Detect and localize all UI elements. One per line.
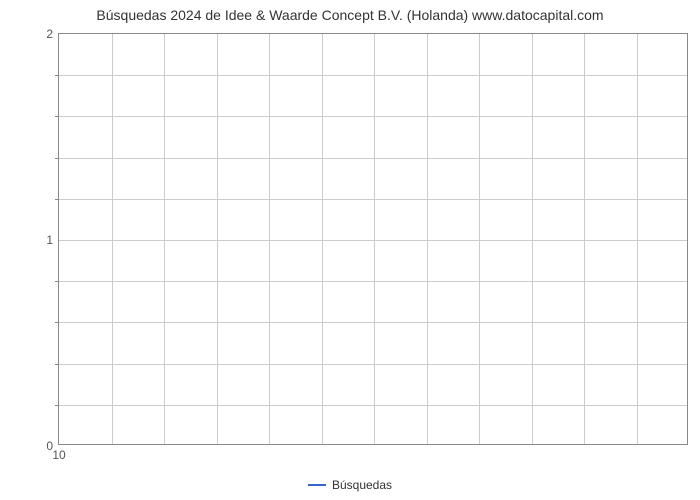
chart-title: Búsquedas 2024 de Idee & Waarde Concept …	[0, 5, 700, 29]
y-minor-tick	[55, 199, 59, 200]
y-minor-tick	[55, 281, 59, 282]
grid-line-h	[59, 199, 687, 200]
legend-label: Búsquedas	[332, 478, 392, 492]
y-minor-tick	[55, 364, 59, 365]
grid-line-v	[479, 34, 480, 444]
grid-line-v	[322, 34, 323, 444]
grid-line-h	[59, 281, 687, 282]
y-minor-tick	[55, 322, 59, 323]
grid-line-h	[59, 240, 687, 241]
grid-line-h	[59, 364, 687, 365]
chart-container: Búsquedas 2024 de Idee & Waarde Concept …	[0, 5, 700, 500]
grid-line-v	[427, 34, 428, 444]
y-minor-tick	[55, 405, 59, 406]
grid-line-h	[59, 75, 687, 76]
grid-line-v	[637, 34, 638, 444]
grid-line-v	[112, 34, 113, 444]
x-tick-label: 10	[52, 448, 65, 462]
y-minor-tick	[55, 116, 59, 117]
grid-line-v	[374, 34, 375, 444]
grid-line-v	[532, 34, 533, 444]
plot-area: 01210	[58, 33, 688, 445]
y-tick-label: 2	[46, 27, 53, 41]
grid-line-v	[217, 34, 218, 444]
grid-line-h	[59, 322, 687, 323]
grid-line-h	[59, 116, 687, 117]
grid-line-v	[584, 34, 585, 444]
grid-line-v	[164, 34, 165, 444]
grid-line-h	[59, 405, 687, 406]
y-tick-label: 1	[46, 233, 53, 247]
y-minor-tick	[55, 75, 59, 76]
legend-line	[308, 484, 326, 486]
grid-line-h	[59, 158, 687, 159]
legend: Búsquedas	[308, 478, 392, 492]
grid-line-v	[269, 34, 270, 444]
y-minor-tick	[55, 158, 59, 159]
